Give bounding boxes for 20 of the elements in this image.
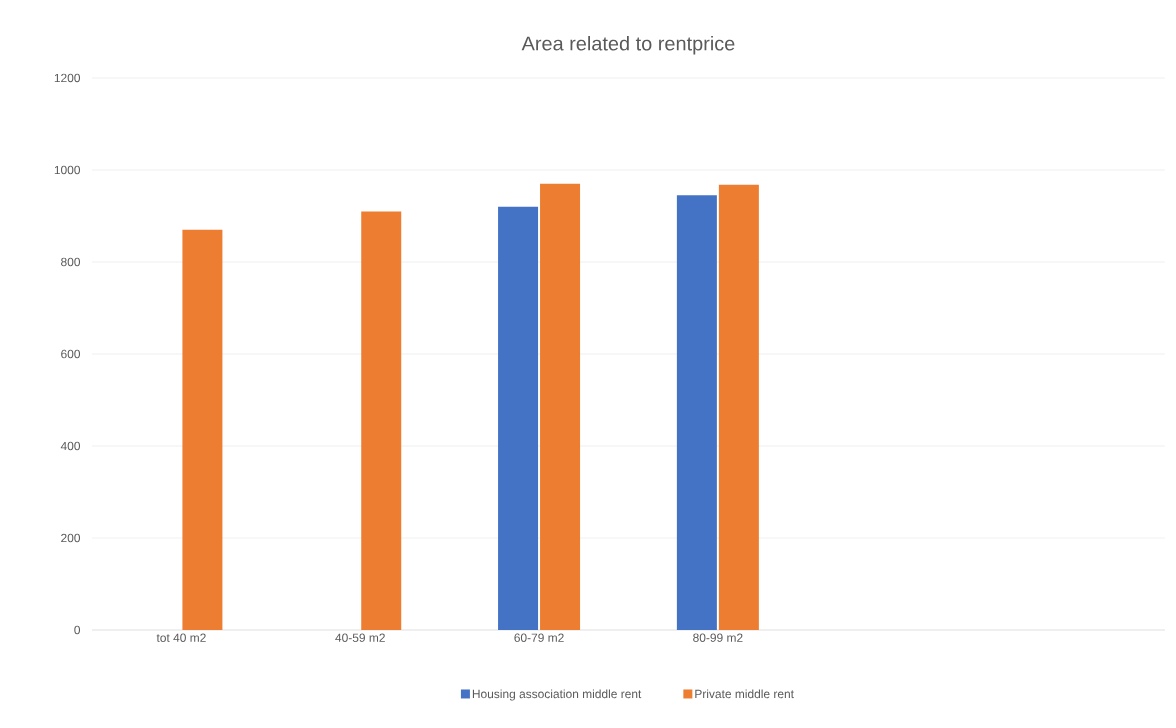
bar	[676, 195, 717, 630]
y-tick-label: 400	[60, 441, 81, 451]
bar	[540, 183, 581, 630]
y-tick-label: 800	[61, 257, 81, 267]
x-tick-label: 80-99 m2	[693, 633, 743, 642]
y-tick-label: 200	[61, 533, 81, 543]
bar	[182, 229, 223, 630]
bar	[718, 184, 759, 630]
legend-label: Private middle rent	[695, 689, 794, 699]
x-tick-label: tot 40 m2	[156, 633, 206, 642]
x-tick-label: 40-59 m2	[335, 633, 385, 642]
bar	[498, 206, 539, 630]
chart-title: Area related to rentprice	[521, 35, 735, 55]
y-tick-label: 1200	[54, 73, 81, 83]
y-tick-label: 600	[61, 349, 81, 359]
y-tick-label: 1000	[54, 165, 81, 175]
legend-label: Housing association middle rent	[472, 689, 642, 701]
x-tick-label: 60-79 m2	[514, 633, 564, 642]
bar	[361, 211, 402, 630]
y-tick-label: 0	[74, 625, 81, 635]
